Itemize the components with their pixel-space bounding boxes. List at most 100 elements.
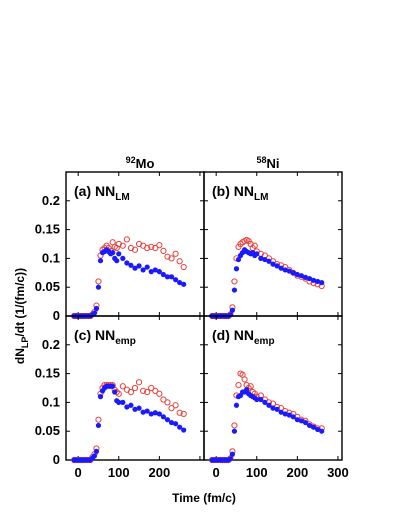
filled-circle-point	[229, 307, 236, 313]
col-title-mo: 92Mo	[126, 155, 155, 171]
panel-label: (d) NNemp	[212, 327, 275, 347]
x-tick-label: 0	[213, 465, 220, 480]
filled-circle-point	[319, 279, 325, 286]
filled-circle-point	[233, 266, 240, 272]
open-circle-point	[235, 382, 242, 389]
open-circle-point	[176, 258, 183, 265]
y-tick-label: 0.2	[42, 193, 60, 208]
filled-circle-point	[290, 414, 296, 420]
open-circle-point	[168, 255, 175, 262]
open-circle-point	[131, 246, 139, 253]
open-circle-point	[156, 390, 163, 397]
panel-label: (b) NNLM	[212, 183, 268, 203]
filled-circle-point	[227, 456, 233, 462]
open-circle-point	[123, 236, 130, 243]
filled-circle-point	[97, 258, 104, 264]
filled-circle-point	[278, 409, 284, 415]
open-circle-point	[152, 387, 159, 394]
open-circle-point	[135, 379, 143, 386]
filled-circle-point	[298, 273, 305, 279]
filled-circle-point	[95, 422, 102, 429]
filled-circle-point	[152, 410, 158, 416]
y-tick-label: 0	[53, 308, 60, 323]
filled-circle-point	[181, 281, 187, 287]
x-tick-label: 200	[287, 465, 309, 480]
filled-circle-point	[128, 402, 134, 408]
filled-circle-point	[136, 405, 142, 411]
open-circle-point	[160, 247, 167, 255]
filled-circle-point	[114, 258, 120, 264]
open-circle-point	[148, 243, 155, 250]
open-circle-point	[247, 383, 254, 390]
open-circle-point	[95, 416, 102, 423]
filled-circle-point	[93, 305, 100, 312]
panels: 00.050.10.150.2(a) NNLM (b) NNLM00.050.10…	[35, 171, 349, 480]
open-circle-point	[231, 422, 238, 429]
y-axis-label-a: dN	[13, 348, 27, 364]
filled-circle-point	[172, 277, 179, 283]
open-circle-point	[140, 387, 147, 394]
filled-circle-point	[168, 274, 175, 280]
open-circle-point	[119, 383, 126, 390]
open-circle-point	[160, 396, 167, 403]
filled-circle-point	[262, 256, 268, 263]
filled-circle-point	[233, 402, 240, 408]
filled-circle-point	[156, 411, 162, 417]
panel-frame	[203, 315, 343, 461]
filled-circle-point	[258, 255, 264, 261]
filled-circle-point	[266, 402, 272, 408]
filled-circle-point	[290, 270, 296, 276]
open-circle-point	[156, 242, 163, 249]
filled-circle-point	[140, 267, 146, 273]
filled-circle-point	[235, 256, 242, 263]
filled-circle-point	[266, 258, 272, 264]
open-circle-point	[131, 384, 139, 392]
panel-a: 0 0.05 0.1 0.15 0.2 (a) NNLM	[35, 171, 205, 323]
open-circle-point	[95, 278, 102, 285]
filled-circle-point	[132, 406, 138, 412]
x-axis-label: Time (fm/c)	[172, 491, 236, 505]
filled-circle-point	[310, 277, 317, 283]
open-circle-point	[241, 376, 248, 383]
filled-circle-point	[258, 396, 264, 403]
filled-circle-point	[110, 383, 116, 389]
y-tick-label: 0	[53, 452, 60, 467]
y-axis-label-sub: LP	[20, 337, 30, 349]
y-tick-label: 0.05	[35, 423, 60, 438]
filled-circle-point	[124, 260, 130, 266]
filled-circle-point	[172, 421, 179, 427]
open-circle-point	[148, 384, 155, 392]
filled-circle-point	[128, 262, 134, 268]
filled-circle-point	[95, 284, 102, 290]
filled-circle-point	[148, 411, 154, 417]
filled-circle-point	[93, 448, 100, 454]
open-circle-point	[119, 242, 126, 249]
filled-circle-point	[116, 251, 122, 257]
filled-circle-point	[286, 268, 292, 274]
filled-circle-point	[286, 412, 292, 418]
open-circle-point	[176, 409, 183, 416]
filled-circle-point	[112, 389, 118, 395]
open-circle-point	[144, 244, 151, 252]
x-tick-label: 200	[149, 465, 171, 480]
filled-circle-point	[302, 274, 309, 281]
filled-circle-point	[229, 451, 236, 457]
open-circle-point	[164, 399, 171, 406]
col-title-ni-pre: 58	[256, 155, 266, 165]
filled-circle-point	[254, 251, 260, 257]
filled-circle-point	[177, 279, 183, 286]
y-axis-label: dNLP/dt (1/(fm/c))	[13, 268, 30, 364]
filled-circle-point	[244, 387, 250, 393]
panel-label: (a) NNLM	[74, 183, 130, 203]
y-axis-label-b: /dt (1/(fm/c))	[13, 268, 27, 337]
filled-circle-point	[231, 287, 238, 293]
filled-circle-point	[156, 269, 162, 275]
y-tick-label: 0.1	[42, 250, 60, 265]
filled-circle-point	[282, 411, 288, 417]
filled-circle-point	[124, 404, 130, 410]
filled-circle-point	[310, 424, 317, 430]
filled-circle-point	[144, 264, 150, 270]
panel-label: (c) NNemp	[74, 327, 136, 347]
panel-d: 0 100 200 300 (d) NNemp	[203, 315, 349, 480]
filled-circle-point	[262, 399, 268, 405]
